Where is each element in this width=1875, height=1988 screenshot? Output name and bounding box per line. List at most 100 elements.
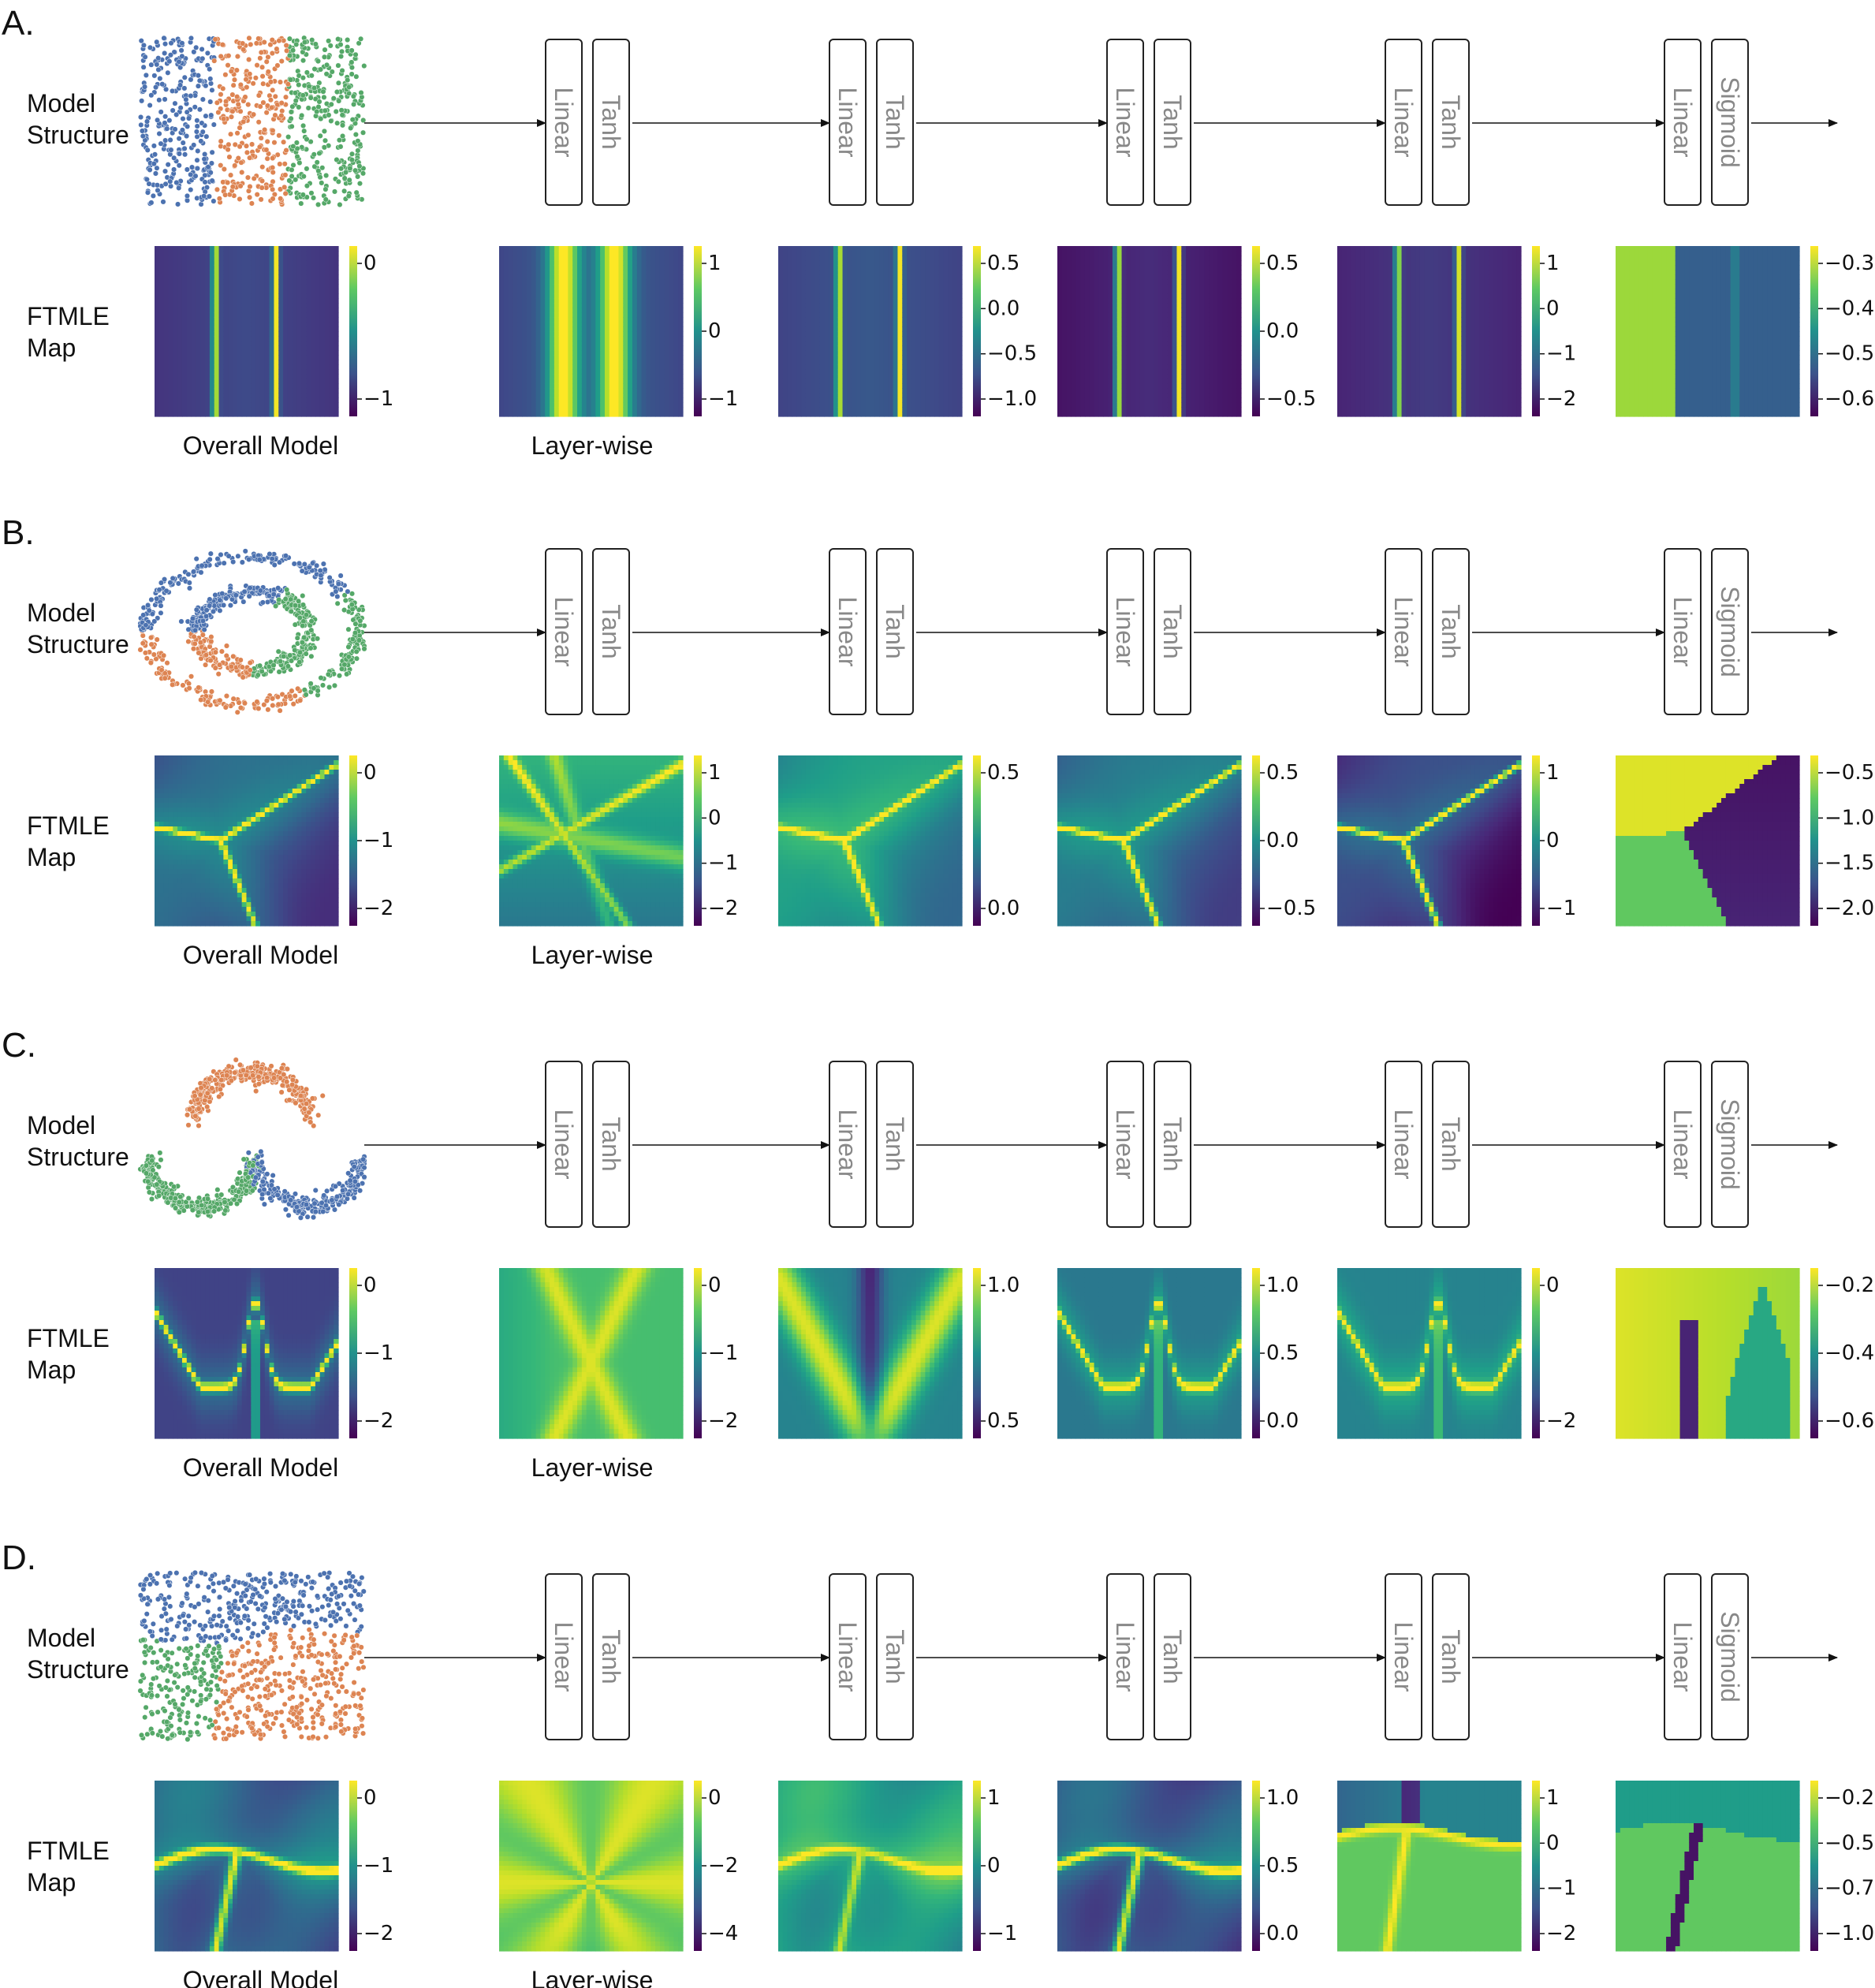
heatmap-cell: [833, 341, 839, 346]
heatmap-cell: [842, 246, 848, 252]
heatmap-cell: [897, 379, 903, 384]
scatter-point: [274, 46, 280, 52]
heatmap-cell: [526, 393, 532, 398]
heatmap-cell: [636, 289, 643, 294]
heatmap-cell: [646, 326, 651, 332]
heatmap-cell: [558, 246, 565, 252]
heatmap-cell: [847, 251, 852, 256]
heatmap-cell: [618, 407, 624, 412]
heatmap-cell: [287, 312, 293, 318]
heatmap-cell: [641, 303, 647, 308]
heatmap-cell: [847, 260, 852, 266]
heatmap-cell: [623, 374, 628, 379]
heatmap-cell: [600, 274, 606, 280]
scatter-point: [237, 196, 243, 202]
heatmap-cell: [329, 341, 334, 346]
heatmap-cell: [155, 274, 160, 280]
heatmap-cell: [218, 251, 224, 256]
heatmap-cell: [801, 246, 807, 252]
scatter-point: [315, 201, 322, 207]
heatmap-cell: [177, 379, 183, 384]
heatmap-cell: [181, 402, 188, 408]
heatmap-cell: [581, 322, 587, 327]
heatmap-cell: [329, 393, 334, 398]
heatmap-cell: [255, 322, 261, 327]
heatmap-cell: [572, 374, 578, 379]
scatter-point: [185, 115, 192, 121]
heatmap-cell: [646, 270, 651, 275]
heatmap-cell: [287, 265, 293, 270]
heatmap-cell: [535, 369, 542, 375]
heatmap-cell: [499, 284, 505, 289]
heatmap-cell: [508, 345, 514, 351]
heatmap-cell: [568, 279, 573, 285]
heatmap-cell: [508, 289, 514, 294]
heatmap-cell: [865, 355, 871, 360]
heatmap-cell: [278, 317, 284, 323]
heatmap-cell: [241, 402, 248, 408]
heatmap-cell: [278, 383, 284, 389]
heatmap-cell: [155, 312, 160, 318]
scatter-point: [216, 196, 222, 202]
tanh-layer-label: Tanh: [1437, 95, 1465, 149]
heatmap-cell: [628, 388, 633, 393]
heatmap-cell: [554, 331, 560, 337]
heatmap-cell: [301, 312, 307, 318]
heatmap-cell: [860, 260, 867, 266]
heatmap-cell: [911, 355, 917, 360]
heatmap-cell: [214, 255, 220, 261]
heatmap-cell: [329, 350, 334, 356]
heatmap-cell: [163, 412, 170, 417]
heatmap-cell: [259, 331, 266, 337]
heatmap-cell: [568, 260, 573, 266]
heatmap-cell: [650, 308, 656, 313]
heatmap-cell: [246, 393, 252, 398]
heatmap-cell: [508, 246, 514, 252]
heatmap-cell: [572, 293, 578, 299]
heatmap-cell: [251, 355, 256, 360]
heatmap-cell: [214, 279, 220, 285]
heatmap-cell: [920, 407, 926, 412]
heatmap-cell: [155, 265, 160, 270]
heatmap-cell: [829, 260, 834, 266]
heatmap-cell: [251, 407, 256, 412]
panel-letter: A.: [2, 4, 35, 43]
heatmap-cell: [879, 317, 885, 323]
heatmap-cell: [609, 393, 615, 398]
heatmap-cell: [600, 251, 606, 256]
heatmap-cell: [513, 270, 518, 275]
heatmap-cell: [209, 341, 215, 346]
heatmap-cell: [572, 331, 578, 337]
heatmap-cell: [287, 388, 293, 393]
scatter-point: [181, 145, 188, 151]
heatmap-cell: [301, 383, 307, 389]
heatmap-cell: [513, 274, 518, 280]
heatmap-cell: [531, 246, 537, 252]
heatmap-cell: [833, 274, 839, 280]
heatmap-cell: [600, 322, 606, 327]
heatmap-cell: [655, 279, 661, 285]
heatmap-cell: [292, 355, 298, 360]
heatmap-cell: [218, 336, 224, 341]
heatmap-cell: [191, 303, 197, 308]
heatmap-cell: [283, 364, 289, 370]
heatmap-cell: [856, 379, 862, 384]
heatmap-cell: [591, 326, 596, 332]
heatmap-cell: [650, 322, 656, 327]
heatmap-cell: [513, 326, 518, 332]
heatmap-cell: [218, 331, 224, 337]
heatmap-cell: [550, 255, 555, 261]
heatmap-cell: [911, 341, 917, 346]
heatmap-cell: [558, 345, 565, 351]
heatmap-cell: [535, 336, 542, 341]
heatmap-cell: [883, 322, 889, 327]
heatmap-cell: [499, 326, 505, 332]
heatmap-cell: [805, 331, 811, 337]
heatmap-cell: [522, 312, 527, 318]
heatmap-cell: [540, 407, 546, 412]
heatmap-cell: [870, 355, 875, 360]
scatter-point: [199, 55, 206, 62]
heatmap-cell: [641, 412, 647, 417]
heatmap-cell: [209, 289, 215, 294]
heatmap-cell: [796, 350, 802, 356]
